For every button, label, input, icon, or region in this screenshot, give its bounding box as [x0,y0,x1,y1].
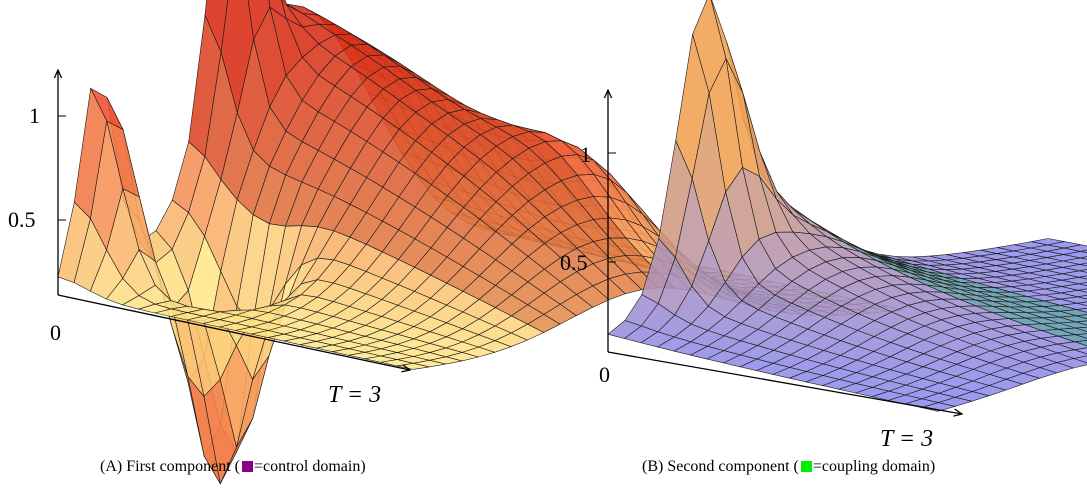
mesh-facet [1077,288,1087,293]
caption-tag: (A) [100,458,123,475]
surface-mesh-second [607,0,1087,412]
tick-label-0: 0 [599,362,610,387]
mesh-facet [1077,294,1087,300]
t-end-label: T = 3 [328,382,381,408]
caption-b: (B) Second component ( =coupling domain) [642,458,935,476]
caption-text: First component ( [126,458,240,475]
surface-plot-second-component: 1 0.5 0 T = 3 [560,0,1087,452]
mesh-facet [1080,249,1087,253]
control-domain-swatch [241,461,253,472]
t-end-label: T = 3 [880,426,933,452]
mesh-facet [920,402,957,412]
mesh-facet [1079,262,1087,267]
mesh-facet [1077,301,1087,306]
surface-mesh-first [57,0,904,485]
caption-tag: (B) [642,458,664,475]
caption-legend: =coupling domain) [812,458,936,475]
caption-text: Second component ( [667,458,799,475]
mesh-facet [1079,269,1087,273]
coupling-domain-swatch [800,461,812,472]
t-axis [607,351,962,414]
tick-label-1: 1 [29,103,40,128]
tick-label-0.5: 0.5 [8,207,36,232]
mesh-facet [1076,307,1087,313]
tick-label-1: 1 [580,142,591,167]
surface-plot-first-component: 1 0.5 0 T = 3 [8,0,904,485]
mesh-facet [1078,281,1087,286]
tick-label-0: 0 [50,320,61,345]
caption-legend: =control domain) [253,458,366,475]
t-axis [57,294,410,370]
mesh-facet [1078,275,1087,280]
tick-label-0.5: 0.5 [560,250,588,275]
caption-a: (A) First component ( =control domain) [100,458,366,476]
mesh-facet [1080,256,1087,260]
